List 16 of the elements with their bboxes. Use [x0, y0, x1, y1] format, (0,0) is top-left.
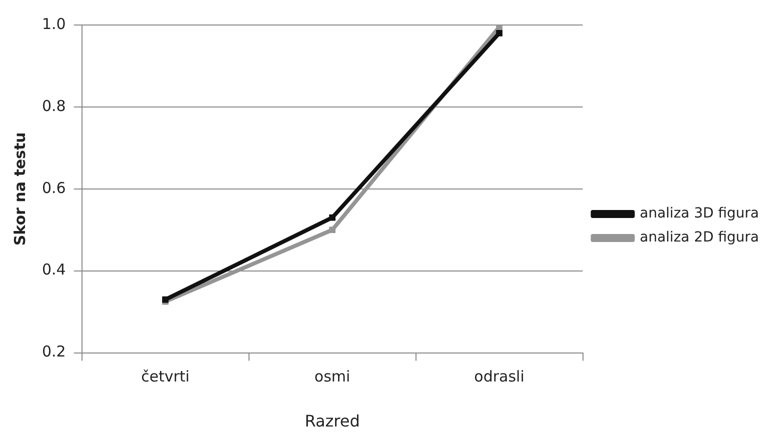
x-tick-label: odrasli: [474, 368, 524, 386]
y-axis-title: Skor na testu: [10, 132, 29, 246]
y-tick-label: 0.4: [42, 260, 66, 279]
y-tick-label: 0.2: [42, 342, 66, 361]
y-tick-label: 1.0: [42, 14, 66, 33]
point: [329, 226, 336, 234]
legend-label: analiza 2D figura: [640, 230, 760, 246]
x-axis-title: Razred: [304, 412, 360, 431]
x-tick-label: četvrti: [141, 368, 190, 386]
y-tick-label: 0.8: [42, 96, 66, 115]
point: [329, 214, 336, 221]
point: [496, 30, 502, 36]
legend-label: analiza 3D figura: [640, 206, 760, 222]
point: [496, 25, 502, 30]
x-tick-label: osmi: [314, 368, 350, 386]
y-tick-label: 0.6: [42, 178, 66, 197]
